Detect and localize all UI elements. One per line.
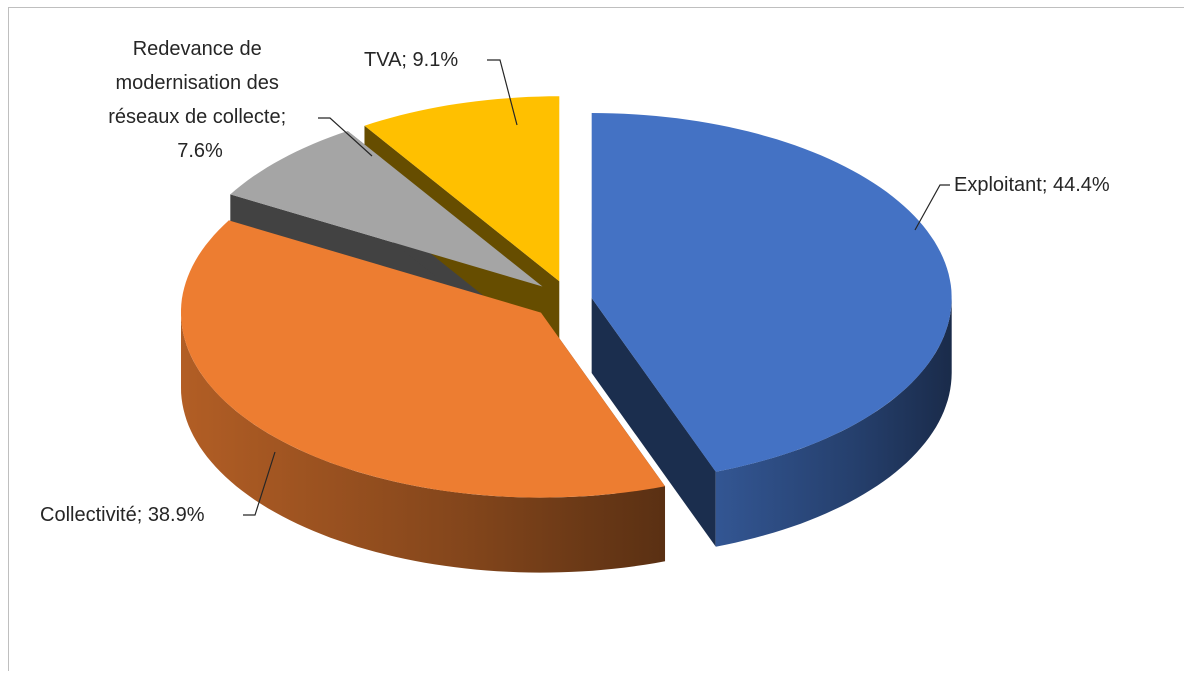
label-redevance-line-2: modernisation des xyxy=(116,72,279,94)
label-exploitant: Exploitant; 44.4% xyxy=(954,174,1110,196)
label-redevance: Redevance de modernisation des réseaux d… xyxy=(108,38,291,162)
label-redevance-line-4: 7.6% xyxy=(177,140,223,162)
label-redevance-line-1: Redevance de xyxy=(133,38,262,60)
label-collectivite: Collectivité; 38.9% xyxy=(40,504,205,526)
label-tva: TVA; 9.1% xyxy=(364,49,458,71)
label-redevance-line-3: réseaux de collecte; xyxy=(108,106,286,128)
